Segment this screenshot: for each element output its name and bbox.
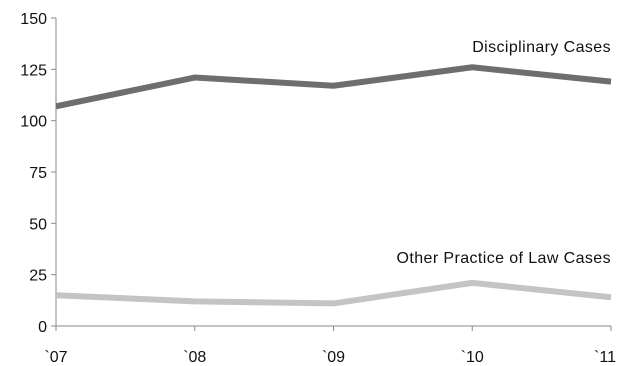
x-tick-label: `09 (322, 349, 345, 366)
series-line-1 (55, 279, 612, 307)
y-tick-label: 75 (29, 165, 47, 182)
series-line-0 (55, 64, 612, 110)
x-tick-label: `08 (183, 349, 206, 366)
series-lines (55, 64, 612, 307)
series-label: Other Practice of Law Cases (397, 250, 611, 267)
y-tick-label: 125 (20, 62, 47, 79)
series-labels: Disciplinary Cases Other Practice of Law … (397, 39, 611, 267)
y-tick-label: 50 (29, 216, 47, 233)
y-tick-label: 0 (38, 319, 47, 336)
y-axis-ticks: 0 25 50 75 100 125 150 (20, 11, 56, 336)
x-tick-label: `11 (594, 349, 616, 366)
y-tick-label: 150 (20, 11, 47, 28)
x-tick-label: `07 (44, 349, 67, 366)
y-tick-label: 25 (29, 268, 47, 285)
axes (55, 18, 611, 327)
y-tick-label: 100 (20, 114, 47, 131)
x-tick-label: `10 (461, 349, 484, 366)
x-axis-ticks: `07 `08 `09 `10 `11 (44, 326, 616, 366)
series-label: Disciplinary Cases (472, 39, 611, 56)
